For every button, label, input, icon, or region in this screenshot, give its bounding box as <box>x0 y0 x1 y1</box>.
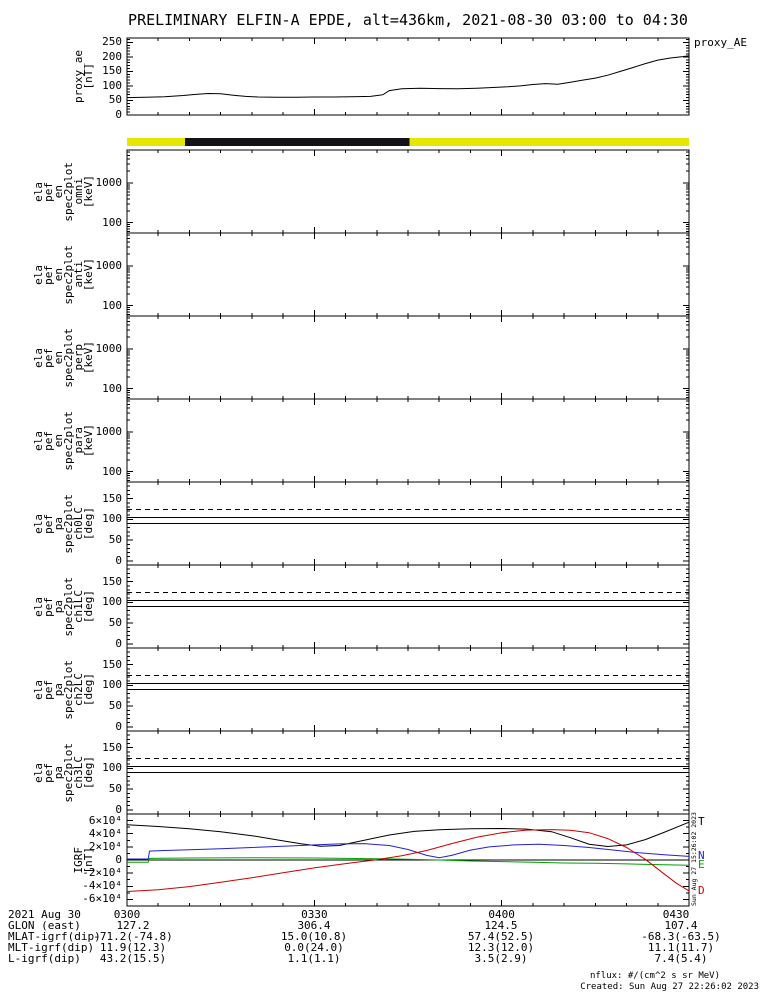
y-tick-label: 100 <box>102 298 122 312</box>
y-tick-label: 0 <box>115 802 122 816</box>
panel-frame-en_perp <box>126 315 690 400</box>
proxy-ae-series-label: proxy_AE <box>694 36 747 49</box>
eclipse-bar-segment-1 <box>184 138 410 146</box>
ephemeris-value: 11.9(12.3) <box>99 941 167 954</box>
side-timestamp: Sun Aug 27 15:26:02 2023 <box>690 812 698 906</box>
ephemeris-value: -71.2(-74.8) <box>93 930 173 943</box>
ephemeris-value: 0.0(24.0) <box>284 941 344 954</box>
y-tick-label: 0 <box>115 108 122 121</box>
series-line-N <box>127 843 690 860</box>
panel-frame-proxy_ae <box>126 37 690 116</box>
y-tick-label: 250 <box>102 35 122 49</box>
y-tick-label: 50 <box>108 616 122 630</box>
x-tick-label: 0330 <box>301 908 328 921</box>
y-tick-label: 50 <box>108 533 122 547</box>
y-tick-label: 200 <box>102 49 122 63</box>
y-tick-label: 100 <box>102 761 122 775</box>
ephemeris-row-label: GLON (east) <box>8 919 81 932</box>
y-tick-label: 150 <box>102 64 122 78</box>
ephemeris-value: 43.2(15.5) <box>99 952 167 965</box>
y-tick-label: 2×10⁴ <box>88 839 122 853</box>
eclipse-bar-segment-0 <box>127 138 185 146</box>
series-line-E <box>127 857 690 866</box>
y-tick-label: 50 <box>108 93 122 107</box>
eclipse-bar-segment-2 <box>409 138 689 146</box>
y-tick-label: 6×10⁴ <box>88 813 122 827</box>
created-timestamp: Created: Sun Aug 27 22:26:02 2023 <box>580 982 759 992</box>
ephemeris-value: 124.5 <box>484 919 518 932</box>
ephemeris-value: 1.1(1.1) <box>287 952 341 965</box>
panel-frame-en_omni <box>126 149 690 234</box>
y-tick-label: 150 <box>102 740 122 754</box>
ephemeris-value: -68.3(-63.5) <box>641 930 721 943</box>
flux-units-note: nflux: #/(cm^2 s sr MeV) <box>589 971 720 981</box>
y-tick-label: 100 <box>102 215 122 229</box>
y-tick-label: 1000 <box>95 259 123 273</box>
y-tick-label: -6×10⁴ <box>82 892 122 906</box>
y-tick-label: 4×10⁴ <box>88 826 122 840</box>
ephemeris-value: 7.4(5.4) <box>654 952 708 965</box>
series-end-label-D: D <box>698 883 705 897</box>
y-tick-label: 0 <box>115 553 122 567</box>
y-tick-label: 100 <box>102 381 122 395</box>
y-tick-label: 100 <box>102 512 122 526</box>
y-tick-label: 0 <box>115 853 122 866</box>
series-line-D <box>126 829 690 892</box>
ephemeris-row-label: MLT-igrf(dip) <box>8 941 95 954</box>
y-tick-label: 100 <box>102 78 122 92</box>
series-end-label-N: N <box>698 849 705 863</box>
x-tick-label: 0430 <box>662 908 690 921</box>
panel-frame-en_para <box>126 398 690 483</box>
ephemeris-value: 11.1(11.7) <box>647 941 715 954</box>
y-tick-label: 1000 <box>95 342 123 356</box>
y-tick-label: -4×10⁴ <box>82 879 122 893</box>
series-end-label-T: T <box>698 815 705 829</box>
ephemeris-value: 12.3(12.0) <box>467 941 535 954</box>
y-tick-label: 0 <box>115 719 122 733</box>
plot-title: PRELIMINARY ELFIN-A EPDE, alt=436km, 202… <box>128 11 688 29</box>
y-tick-label: 50 <box>108 782 122 796</box>
y-tick-label: 150 <box>102 574 122 588</box>
ephemeris-value: 15.0(10.8) <box>280 930 348 943</box>
y-tick-label: 100 <box>102 595 122 609</box>
y-tick-label: 1000 <box>95 425 123 439</box>
ephemeris-value: 306.4 <box>297 919 331 932</box>
series-line-T <box>126 821 690 848</box>
ephemeris-row-label: L-igrf(dip) <box>8 952 81 965</box>
series-end-label-E: E <box>698 858 705 872</box>
y-tick-label: 50 <box>108 699 122 713</box>
y-tick-label: 1000 <box>95 176 123 190</box>
x-tick-label: 0400 <box>488 908 515 921</box>
y-tick-label: 100 <box>102 464 122 478</box>
ephemeris-value: 107.4 <box>664 919 698 932</box>
y-tick-label: -2×10⁴ <box>82 866 122 880</box>
series-line-proxy_AE <box>126 55 690 99</box>
ephemeris-value: 3.5(2.9) <box>474 952 528 965</box>
y-tick-label: 150 <box>102 491 122 505</box>
ephemeris-value: 57.4(52.5) <box>467 930 535 943</box>
y-tick-label: 0 <box>115 636 122 650</box>
panel-frame-en_anti <box>126 232 690 317</box>
y-tick-label: 150 <box>102 657 122 671</box>
date-label: 2021 Aug 30 <box>8 908 81 921</box>
ephemeris-row-label: MLAT-igrf(dip) <box>8 930 101 943</box>
ephemeris-value: 127.2 <box>116 919 150 932</box>
y-tick-label: 100 <box>102 678 122 692</box>
x-tick-label: 0300 <box>113 908 141 921</box>
